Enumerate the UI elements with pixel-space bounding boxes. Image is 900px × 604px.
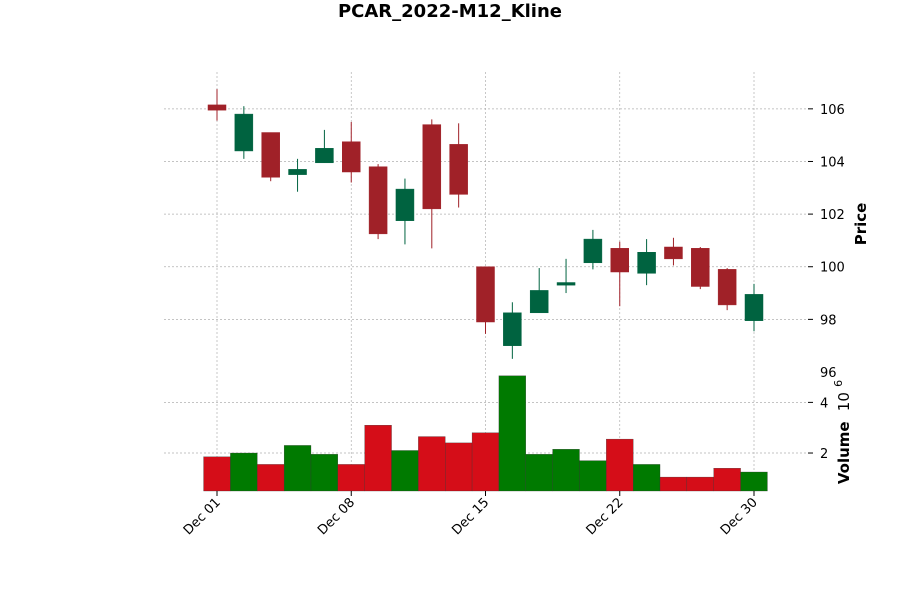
volume-bar <box>471 432 500 492</box>
candle-body <box>368 166 388 235</box>
volume-bar <box>579 460 607 492</box>
candle-body <box>288 169 307 175</box>
candle <box>503 302 522 359</box>
candle-body <box>315 148 334 164</box>
candle-body <box>395 188 415 221</box>
price-tick-label: 106 <box>820 103 845 118</box>
candle <box>261 132 280 182</box>
candle-body <box>664 246 683 260</box>
volume-bar <box>391 450 419 492</box>
candle <box>315 129 334 164</box>
candle-body <box>637 252 656 274</box>
price-tick-label: 100 <box>820 261 845 276</box>
candle <box>637 239 656 286</box>
candle-body <box>583 238 603 264</box>
volume-bar <box>230 452 258 492</box>
volume-exponent-base: 10 <box>835 392 853 411</box>
candle <box>529 268 549 314</box>
candle <box>583 229 603 270</box>
candle <box>234 106 254 159</box>
price-axis-label: Price <box>852 203 870 246</box>
volume-tick-label: 4 <box>820 396 828 411</box>
price-tick-label: 104 <box>820 155 845 170</box>
volume-bar <box>445 442 473 492</box>
candle-body <box>342 141 361 173</box>
candle <box>395 178 415 245</box>
candle-body <box>610 248 629 273</box>
candle <box>449 123 468 208</box>
candle-body <box>261 132 280 178</box>
volume-bar <box>552 449 580 492</box>
volume-tick-label: 2 <box>820 447 828 462</box>
candle-body <box>422 124 442 210</box>
volume-bar <box>659 476 688 492</box>
volume-bar <box>418 436 446 492</box>
volume-bar <box>606 438 634 492</box>
volume-bar <box>283 445 312 492</box>
volume-bar <box>337 464 365 492</box>
volume-bar <box>257 464 285 492</box>
price-tick-label: 98 <box>820 313 837 328</box>
candle <box>744 283 764 332</box>
candle <box>476 266 495 334</box>
candle-body <box>717 269 737 306</box>
volume-bar <box>310 454 338 492</box>
candle <box>288 158 307 192</box>
candle-body <box>503 312 522 346</box>
volume-axis-label: Volume 10 6 <box>832 380 853 484</box>
candle-body <box>744 294 764 321</box>
candle <box>691 247 710 290</box>
volume-exponent-power: 6 <box>832 380 845 387</box>
candle <box>207 89 227 121</box>
x-tick-label: Dec 30 <box>718 495 761 538</box>
price-axis: 98 100 102 104 106 96 <box>808 103 845 381</box>
candle <box>556 258 576 294</box>
volume-bar <box>686 476 714 492</box>
candle <box>422 119 442 249</box>
x-tick-label: Dec 22 <box>584 495 627 538</box>
volume-bars <box>203 375 768 492</box>
x-tick-label: Dec 01 <box>181 495 224 538</box>
volume-bar <box>203 456 231 492</box>
volume-axis: 24 <box>808 396 828 462</box>
candle <box>664 237 683 266</box>
candle <box>342 122 361 183</box>
candle-body <box>476 266 495 323</box>
candle <box>717 268 737 311</box>
volume-bar <box>633 464 661 492</box>
candles <box>207 89 764 359</box>
candle-body <box>207 104 227 111</box>
volume-bar <box>498 375 526 492</box>
candle-body <box>234 113 254 152</box>
volume-bar <box>740 471 768 492</box>
candle-body <box>529 290 549 314</box>
chart-title: PCAR_2022-M12_Kline <box>338 1 562 22</box>
candle <box>610 241 629 307</box>
x-tick-label: Dec 08 <box>315 495 358 538</box>
volume-label-text: Volume <box>835 421 853 484</box>
x-tick-label: Dec 15 <box>449 495 492 538</box>
x-axis: Dec 01 Dec 08 Dec 15 Dec 22 Dec 30 <box>181 491 761 538</box>
volume-bar <box>364 425 392 492</box>
volume-bar <box>525 454 553 492</box>
price-tick-label: 102 <box>820 208 845 223</box>
volume-bar <box>713 468 741 492</box>
candle-body <box>449 144 468 195</box>
candle-body <box>556 282 576 286</box>
price-tick-label: 96 <box>820 366 837 381</box>
candle <box>368 164 388 240</box>
candle-body <box>691 248 710 287</box>
